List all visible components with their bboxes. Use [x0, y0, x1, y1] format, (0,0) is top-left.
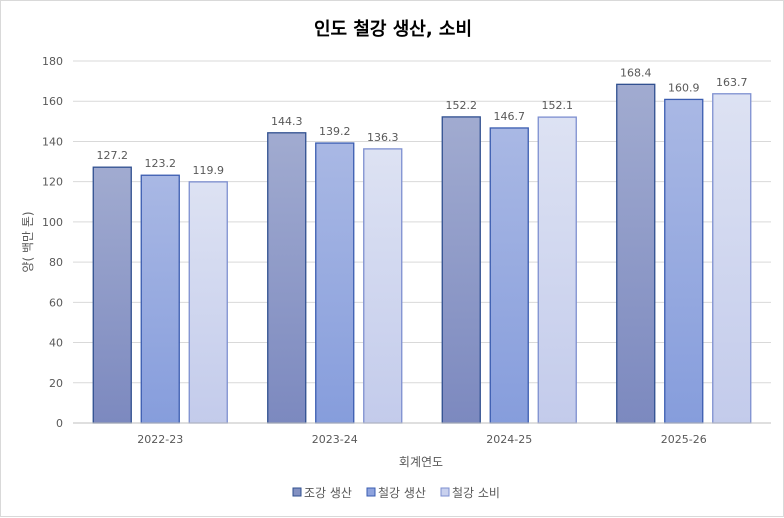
y-tick-label: 40 [49, 337, 63, 350]
data-labels: 127.2 123.2 119.9 144.3 139.2 136.3 152.2 146.7… [97, 66, 748, 177]
y-tick-label: 160 [42, 95, 63, 108]
bar [363, 148, 403, 424]
y-axis-title: 양( 백만 톤) [21, 211, 35, 272]
bar [140, 174, 180, 424]
y-tick-label: 20 [49, 377, 63, 390]
x-axis-title: 회계연도 [399, 455, 443, 469]
x-tick-label: 2022-23 [137, 433, 183, 446]
y-tick-label: 140 [42, 135, 63, 148]
legend-swatch [292, 487, 302, 497]
y-tick-label: 100 [42, 216, 63, 229]
data-label: 146.7 [494, 110, 526, 123]
data-label: 152.2 [446, 99, 478, 112]
bar [267, 132, 307, 424]
x-tick-label: 2025-26 [661, 433, 707, 446]
legend-swatch [366, 487, 376, 497]
data-label: 160.9 [668, 81, 700, 94]
bar [616, 83, 656, 424]
x-axis-ticks: 2022-23 2023-24 2024-25 2025-26 [137, 433, 706, 446]
y-tick-label: 80 [49, 256, 63, 269]
data-label: 168.4 [620, 66, 652, 79]
y-tick-label: 0 [56, 417, 63, 430]
y-tick-label: 180 [42, 55, 63, 68]
legend: 조강 생산 철강 생산 철강 소비 [292, 486, 500, 500]
chart-title: 인도 철강 생산, 소비 [314, 19, 472, 40]
data-label: 136.3 [367, 131, 399, 144]
bar [188, 181, 228, 424]
bar [315, 142, 355, 424]
y-axis-ticks: 0 20 40 60 80 100 120 140 160 180 [42, 55, 63, 430]
data-label: 127.2 [97, 149, 129, 162]
bar [441, 116, 481, 424]
legend-label: 철강 생산 [378, 486, 426, 500]
y-tick-label: 60 [49, 296, 63, 309]
bar [537, 116, 577, 424]
data-label: 119.9 [193, 164, 225, 177]
bar [664, 98, 704, 424]
bar [92, 166, 132, 424]
legend-label: 조강 생산 [304, 486, 352, 500]
x-tick-label: 2024-25 [486, 433, 532, 446]
y-tick-label: 120 [42, 176, 63, 189]
data-label: 163.7 [716, 76, 748, 89]
data-label: 139.2 [319, 125, 351, 138]
data-label: 123.2 [145, 157, 177, 170]
bars [92, 83, 752, 424]
legend-label: 철강 소비 [452, 486, 500, 500]
bar [489, 127, 529, 424]
data-label: 144.3 [271, 115, 303, 128]
legend-swatch [440, 487, 450, 497]
data-label: 152.1 [542, 99, 574, 112]
bar [712, 93, 752, 424]
x-tick-label: 2023-24 [312, 433, 358, 446]
